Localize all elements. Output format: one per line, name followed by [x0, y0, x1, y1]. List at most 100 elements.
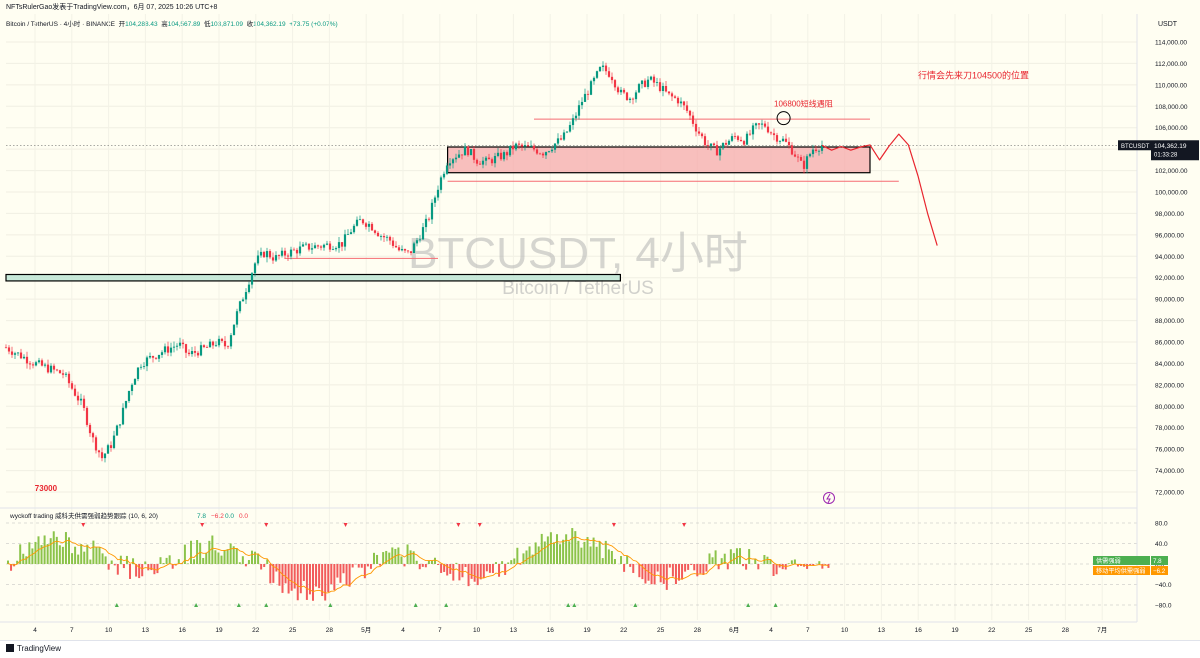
- candle-body: [338, 242, 340, 248]
- candle-body: [314, 245, 316, 248]
- candle-body: [425, 219, 427, 227]
- candle-body: [533, 146, 535, 150]
- candle-body: [608, 71, 610, 77]
- candle-body: [728, 141, 730, 145]
- indicator-value: −6.2: [211, 513, 224, 520]
- price-chart[interactable]: BTCUSDT, 4小时 Bitcoin / TetherUS 行情会先来刀10…: [0, 0, 1200, 640]
- candle-body: [362, 219, 364, 223]
- indicator-bar: [391, 547, 393, 564]
- candle-body: [266, 251, 268, 257]
- indicator-ma-line: [8, 537, 828, 593]
- indicator-bar: [657, 564, 659, 572]
- indicator-bar: [230, 543, 232, 564]
- indicator-bar: [553, 542, 555, 564]
- indicator-bar: [465, 564, 467, 567]
- candle-body: [446, 165, 448, 173]
- indicator-bar: [742, 564, 744, 566]
- indicator-bar: [44, 535, 46, 564]
- indicator-bar: [489, 564, 491, 573]
- candle-body: [239, 301, 241, 311]
- indicator-bar: [404, 564, 406, 566]
- indicator-bar: [663, 564, 665, 584]
- indicator-bar: [544, 541, 546, 564]
- candle-body: [551, 150, 553, 152]
- indicator-bar: [806, 564, 808, 569]
- sell-marker: [81, 523, 85, 527]
- candle-body: [281, 251, 283, 256]
- price-tick-label: 84,000.00: [1155, 361, 1184, 368]
- indicator-bar: [160, 557, 162, 564]
- indicator-bar: [419, 564, 421, 569]
- indicator-bar: [193, 559, 195, 564]
- candle-body: [452, 159, 454, 163]
- candle-body: [20, 353, 22, 359]
- indicator-bar: [687, 564, 689, 570]
- indicator-bar: [715, 550, 717, 564]
- lightning-icon-glyph: [827, 494, 830, 503]
- candle-body: [413, 243, 415, 253]
- indicator-bar: [690, 564, 692, 565]
- indicator-bar: [111, 560, 113, 564]
- indicator-bar: [400, 556, 402, 564]
- candle-body: [680, 102, 682, 104]
- candle-body: [107, 445, 109, 453]
- time-tick-label: 13: [510, 627, 518, 634]
- candle-body: [491, 159, 493, 163]
- candle-body: [77, 396, 79, 401]
- candle-body: [374, 230, 376, 232]
- indicator-bar: [190, 541, 192, 564]
- indicator-tick-label: 40.0: [1155, 541, 1168, 548]
- candle-body: [734, 136, 736, 137]
- candle-body: [128, 391, 130, 401]
- candle-body: [755, 123, 757, 125]
- tradingview-logo[interactable]: TradingView: [6, 644, 61, 653]
- time-tick-label: 16: [915, 627, 923, 634]
- indicator-badge-value: −6.2: [1153, 568, 1166, 575]
- candle-body: [173, 347, 175, 348]
- candle-body: [218, 339, 220, 345]
- price-tick-label: 112,000.00: [1155, 61, 1187, 68]
- candle-body: [596, 71, 598, 78]
- indicator-bar: [59, 545, 61, 564]
- time-tick-label: 10: [841, 627, 849, 634]
- price-axis[interactable]: USDT114,000.00112,000.00110,000.00108,00…: [1093, 14, 1200, 640]
- indicator-bar: [702, 564, 704, 575]
- candle-body: [170, 348, 172, 353]
- candle-body: [68, 374, 70, 383]
- sell-marker: [478, 523, 482, 527]
- indicator-bar: [202, 558, 204, 564]
- candle-body: [92, 433, 94, 437]
- indicator-bar: [638, 564, 640, 577]
- candle-body: [782, 139, 784, 141]
- indicator-bar: [471, 564, 473, 579]
- candle-body: [56, 370, 58, 371]
- indicator-bar: [809, 564, 811, 565]
- indicator-bar: [538, 546, 540, 564]
- candle-body: [59, 370, 61, 373]
- candle-body: [212, 342, 214, 346]
- indicator-bar: [577, 541, 579, 564]
- indicator-bar: [86, 545, 88, 564]
- price-tick-label: 92,000.00: [1155, 275, 1184, 282]
- candle-body: [308, 244, 310, 250]
- price-tick-label: 100,000.00: [1155, 190, 1188, 197]
- candle-body: [347, 234, 349, 235]
- indicator-badge-value: 7.8: [1153, 558, 1162, 565]
- candle-body: [290, 250, 292, 257]
- candle-body: [194, 351, 196, 353]
- indicator-bar: [779, 564, 781, 568]
- candle-body: [647, 80, 649, 87]
- indicator-bar: [492, 564, 494, 573]
- indicator-bar: [602, 558, 604, 564]
- time-tick-label: 7月: [1097, 626, 1107, 634]
- candle-body: [695, 124, 697, 132]
- candle-body: [764, 124, 766, 127]
- candle-body: [116, 426, 118, 436]
- indicator-bar: [99, 547, 101, 564]
- candle-body: [635, 92, 637, 99]
- indicator-bar: [693, 564, 695, 570]
- indicator-bar: [236, 548, 238, 564]
- candle-body: [155, 358, 157, 359]
- indicator-bar: [556, 534, 558, 564]
